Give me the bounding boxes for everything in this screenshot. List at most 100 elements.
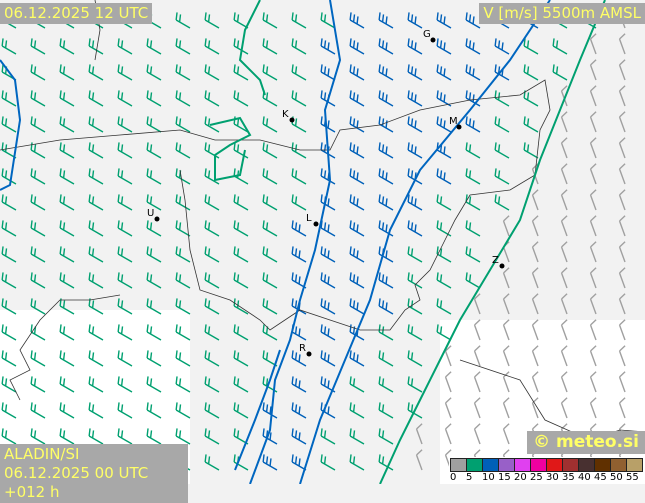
wind-barb [1, 402, 17, 419]
wind-barb [494, 38, 510, 55]
wind-barb [444, 345, 452, 367]
wind-barb [117, 220, 133, 237]
wind-barb [262, 454, 278, 471]
wind-barb [204, 12, 220, 29]
wind-barb [59, 272, 75, 289]
wind-barb [378, 38, 394, 55]
wind-barb [589, 163, 597, 185]
wind-barb [291, 90, 307, 107]
wind-barb [146, 90, 162, 107]
wind-barb [560, 371, 568, 393]
wind-barb [59, 402, 75, 419]
wind-barb [407, 402, 423, 419]
wind-barb [349, 246, 365, 263]
legend-swatch [466, 458, 483, 472]
wind-barb [59, 428, 75, 445]
legend-tick: 30 [546, 472, 559, 483]
wind-barb [88, 350, 104, 367]
color-legend: 0 5 10 15 20 25 30 35 40 45 50 55 [449, 457, 645, 484]
wind-barb [233, 376, 249, 393]
legend-tick: 20 [514, 472, 527, 483]
wind-barb [378, 428, 394, 445]
wind-barb [117, 64, 133, 81]
wind-barb [465, 64, 481, 81]
wind-barb [1, 350, 17, 367]
wind-barb [320, 298, 336, 315]
wind-barb [560, 319, 568, 341]
legend-ticks: 0 5 10 15 20 25 30 35 40 45 50 55 [449, 472, 645, 485]
wind-barb [146, 376, 162, 393]
copyright-label: © meteo.si [527, 431, 645, 454]
model-run-label: ALADIN/SI 06.12.2025 00 UTC +012 h [0, 444, 188, 503]
wind-barb [523, 64, 539, 81]
wind-barb [233, 350, 249, 367]
wind-barb [407, 64, 423, 81]
wind-barb [465, 220, 481, 237]
wind-barb [378, 142, 394, 159]
wind-barb [589, 85, 597, 107]
wind-barb [502, 319, 510, 341]
valid-time-label: 06.12.2025 12 UTC [0, 3, 153, 24]
wind-barb [262, 402, 278, 419]
wind-barb [30, 142, 46, 159]
wind-barb [407, 246, 423, 263]
wind-barb [465, 194, 481, 211]
wind-barb [30, 324, 46, 341]
wind-barb [262, 246, 278, 263]
wind-barb [146, 298, 162, 315]
wind-barb [1, 272, 17, 289]
wind-barb [262, 428, 278, 445]
wind-barb [1, 324, 17, 341]
city-label: U [147, 208, 154, 219]
wind-barb [175, 142, 191, 159]
wind-barb [589, 319, 597, 341]
wind-barb [30, 168, 46, 185]
wind-barb [146, 272, 162, 289]
wind-barb [117, 90, 133, 107]
city-dot [154, 216, 160, 222]
wind-barb [117, 194, 133, 211]
wind-barb [88, 90, 104, 107]
wind-barb [291, 220, 307, 237]
wind-barb [320, 194, 336, 211]
wind-barb [349, 12, 365, 29]
wind-barb [1, 376, 17, 393]
wind-barb [407, 324, 423, 341]
wind-barb [349, 142, 365, 159]
wind-barb [175, 402, 191, 419]
legend-swatch [610, 458, 627, 472]
wind-barb [30, 350, 46, 367]
city-dot [430, 37, 436, 43]
wind-barb [204, 64, 220, 81]
wind-barb [233, 90, 249, 107]
wind-barb [502, 293, 510, 315]
wind-barb [560, 267, 568, 289]
wind-barb [320, 402, 336, 419]
legend-tick: 45 [594, 472, 607, 483]
wind-barb [415, 423, 423, 445]
wind-barb [88, 428, 104, 445]
wind-barb [531, 267, 539, 289]
wind-barb [146, 168, 162, 185]
wind-barb [589, 397, 597, 419]
wind-barb [175, 90, 191, 107]
wind-barb [88, 272, 104, 289]
legend-swatch [498, 458, 515, 472]
wind-barb [465, 272, 481, 289]
legend-swatch [594, 458, 611, 472]
wind-barb [320, 376, 336, 393]
wind-barb [618, 85, 626, 107]
wind-barb [262, 194, 278, 211]
legend-tick: 0 [450, 472, 457, 483]
wind-barb [1, 298, 17, 315]
wind-barb [59, 168, 75, 185]
wind-barb [473, 345, 481, 367]
wind-barb [204, 350, 220, 367]
wind-barb [1, 428, 17, 445]
wind-barb [320, 350, 336, 367]
wind-barb [30, 116, 46, 133]
wind-barb [1, 168, 17, 185]
wind-barb [349, 402, 365, 419]
wind-barb [30, 194, 46, 211]
wind-barb [88, 38, 104, 55]
